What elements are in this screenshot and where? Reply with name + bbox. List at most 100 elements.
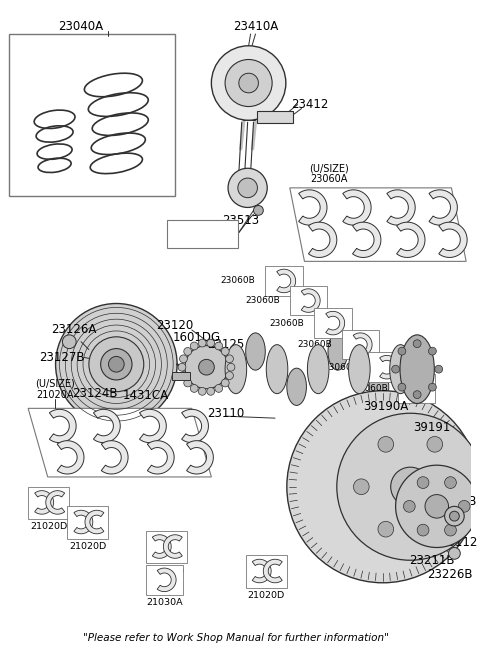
Circle shape [391,467,430,506]
Circle shape [228,169,267,207]
Circle shape [238,178,257,197]
Circle shape [108,356,124,372]
Circle shape [429,347,436,355]
Ellipse shape [369,368,389,405]
Circle shape [101,348,132,380]
Circle shape [225,60,272,106]
Polygon shape [301,289,320,312]
Polygon shape [352,222,381,257]
Circle shape [398,347,406,355]
Polygon shape [94,409,120,443]
Circle shape [89,337,144,392]
Circle shape [396,465,478,548]
Text: 23125: 23125 [207,338,245,351]
Circle shape [198,388,206,396]
Circle shape [392,365,399,373]
Bar [146,531,187,564]
Text: 23112: 23112 [441,536,478,549]
Bar [168,220,238,248]
Ellipse shape [348,344,370,394]
Polygon shape [57,441,84,474]
Polygon shape [353,333,372,356]
Circle shape [444,524,456,536]
Circle shape [227,363,235,371]
Polygon shape [101,441,128,474]
Text: 23510: 23510 [184,228,221,241]
Circle shape [199,359,214,375]
Polygon shape [187,441,213,474]
Circle shape [353,479,369,495]
Bar [397,374,435,403]
Polygon shape [290,188,466,261]
Circle shape [190,342,198,350]
Text: 23060B: 23060B [353,384,388,393]
Circle shape [337,413,480,560]
Text: 23124B: 23124B [72,387,118,400]
Text: 23060B: 23060B [270,319,304,327]
Circle shape [180,372,187,379]
Circle shape [427,522,443,537]
Ellipse shape [400,335,434,403]
Text: (U/SIZE): (U/SIZE) [309,163,349,173]
Polygon shape [157,568,176,592]
Polygon shape [35,491,54,514]
Text: 23226B: 23226B [427,569,472,581]
Text: (U/SIZE): (U/SIZE) [35,379,74,389]
Bar [9,34,175,195]
Text: 21020D: 21020D [69,542,107,551]
Polygon shape [181,409,208,443]
Text: 23040A: 23040A [59,20,104,33]
Text: 1431CA: 1431CA [123,389,169,402]
Circle shape [444,506,464,526]
Polygon shape [46,491,65,514]
Polygon shape [277,269,296,293]
Text: 21020A: 21020A [36,390,73,400]
Polygon shape [299,190,327,225]
Circle shape [190,384,198,392]
Ellipse shape [246,333,265,370]
Circle shape [429,383,436,391]
Circle shape [449,511,459,521]
Text: 23060B: 23060B [297,340,332,349]
Bar [246,556,287,588]
Polygon shape [396,222,425,257]
Text: 39191: 39191 [413,421,451,434]
Circle shape [448,548,460,560]
Circle shape [417,477,429,489]
Circle shape [444,477,456,489]
Ellipse shape [287,368,306,405]
Circle shape [404,501,415,512]
Text: 21020D: 21020D [30,522,67,531]
Circle shape [452,479,467,495]
Polygon shape [140,409,166,443]
Bar [172,372,190,380]
Bar [67,506,108,539]
Ellipse shape [225,344,247,394]
Text: 23110: 23110 [207,407,245,420]
Circle shape [185,346,228,389]
Circle shape [207,339,215,347]
Circle shape [226,355,233,363]
Text: 39190A: 39190A [363,400,408,413]
Circle shape [215,342,223,350]
Circle shape [178,363,186,371]
Circle shape [62,335,76,348]
Text: 23513: 23513 [222,214,259,227]
Circle shape [435,365,443,373]
Circle shape [287,391,479,583]
Text: 23060B: 23060B [245,296,280,305]
Bar [265,266,302,296]
Bar [290,286,327,316]
Circle shape [458,501,470,512]
Ellipse shape [328,333,348,370]
Polygon shape [152,535,171,558]
Text: 23211B: 23211B [409,554,455,567]
Circle shape [253,205,264,215]
Polygon shape [74,510,93,534]
Circle shape [198,339,206,347]
Bar [314,308,351,338]
Polygon shape [252,560,271,583]
Polygon shape [387,190,415,225]
Circle shape [425,495,448,518]
Text: "Please refer to Work Shop Manual for further information": "Please refer to Work Shop Manual for fu… [83,632,389,643]
